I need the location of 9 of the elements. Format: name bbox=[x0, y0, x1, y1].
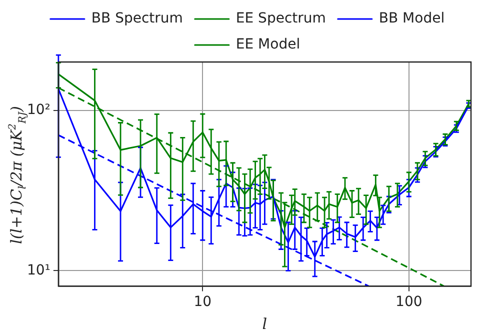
x-tick-label: 100 bbox=[396, 294, 422, 310]
legend-label: EE Model bbox=[236, 36, 300, 53]
legend-label: BB Model bbox=[378, 10, 445, 27]
y-tick-label: 10² bbox=[26, 102, 50, 118]
x-tick-label: 10 bbox=[194, 294, 212, 310]
x-axis-title: l bbox=[262, 314, 268, 333]
legend-label: BB Spectrum bbox=[91, 10, 183, 27]
legend-label: EE Spectrum bbox=[236, 10, 326, 27]
y-tick-label: 10¹ bbox=[26, 262, 50, 278]
